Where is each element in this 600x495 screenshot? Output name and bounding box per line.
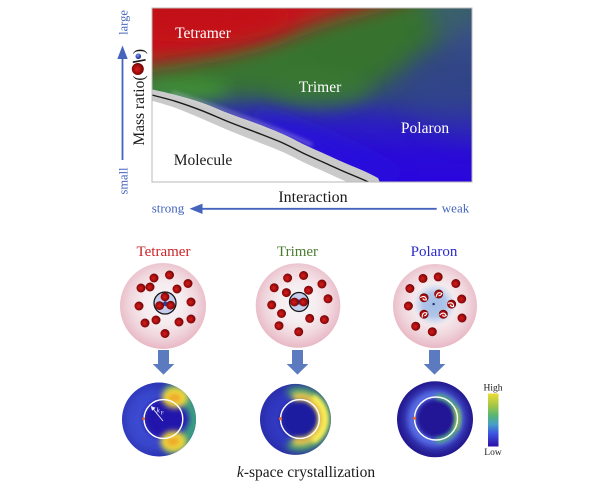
- svg-text:large: large: [117, 10, 131, 35]
- svg-text:k-space crystallization: k-space crystallization: [237, 464, 375, 481]
- svg-text:weak: weak: [442, 201, 470, 216]
- svg-text:Tetramer: Tetramer: [175, 25, 232, 42]
- svg-text:Interaction: Interaction: [278, 189, 347, 206]
- svg-text:Low: Low: [484, 448, 502, 458]
- svg-text:F: F: [161, 411, 164, 417]
- svg-text:Mass ratio(: Mass ratio(: [131, 76, 148, 146]
- svg-text:k: k: [157, 406, 161, 415]
- svg-text:Polaron: Polaron: [411, 244, 458, 260]
- svg-text:): ): [131, 49, 148, 54]
- svg-text:small: small: [117, 167, 131, 195]
- svg-text:Tetramer: Tetramer: [137, 244, 191, 260]
- svg-text:Trimer: Trimer: [299, 79, 342, 96]
- svg-text:Trimer: Trimer: [277, 244, 318, 260]
- svg-text:Polaron: Polaron: [401, 120, 449, 137]
- svg-text:strong: strong: [152, 201, 185, 216]
- svg-text:Molecule: Molecule: [174, 152, 233, 169]
- svg-text:High: High: [484, 384, 503, 394]
